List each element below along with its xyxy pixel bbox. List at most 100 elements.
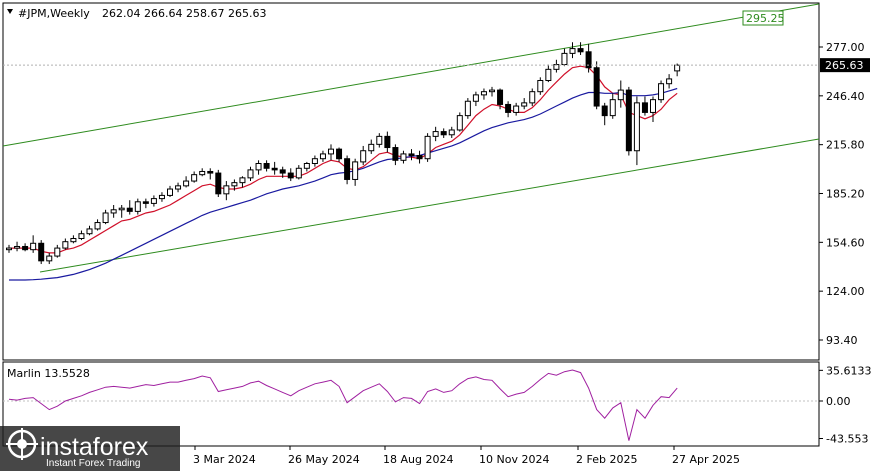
- candle: [658, 80, 665, 103]
- candle: [118, 204, 125, 218]
- candle-body: [432, 131, 439, 137]
- candle: [86, 225, 93, 236]
- candle: [633, 96, 640, 166]
- candle: [609, 93, 616, 119]
- candle-body: [344, 158, 351, 180]
- price-pane[interactable]: [2, 2, 820, 361]
- indicator-label: Marlin 13.5528: [7, 367, 90, 380]
- candle: [545, 64, 552, 83]
- candle: [134, 198, 141, 215]
- candle: [6, 244, 12, 253]
- candle-body: [62, 241, 69, 249]
- candle-body: [376, 135, 383, 145]
- candle: [601, 102, 608, 126]
- candle: [78, 230, 85, 241]
- candle-body: [609, 99, 616, 117]
- candle: [593, 61, 600, 110]
- candle: [30, 235, 37, 253]
- x-tick-label: 18 Aug 2024: [383, 453, 453, 466]
- candle: [464, 98, 471, 119]
- candle: [102, 209, 109, 225]
- candle-body: [167, 188, 173, 196]
- candle: [489, 86, 495, 97]
- candle-body: [569, 48, 576, 54]
- candle-body: [303, 162, 310, 169]
- candle: [14, 241, 21, 252]
- channel-label-box: [742, 10, 784, 26]
- candle-body: [271, 167, 278, 171]
- candle-body: [70, 238, 77, 243]
- x-tick-label: 10 Nov 2024: [479, 453, 549, 466]
- candle-body: [529, 91, 536, 104]
- candle: [585, 43, 592, 73]
- candle-body: [416, 155, 423, 160]
- candle-body: [352, 161, 359, 180]
- candle: [448, 126, 455, 138]
- ohlc-values: 262.04 266.64 258.67 265.63: [102, 7, 266, 20]
- candle-body: [537, 80, 544, 93]
- candle: [497, 88, 504, 110]
- candle: [215, 169, 222, 198]
- candle: [529, 88, 536, 107]
- candle-body: [633, 102, 640, 152]
- candle: [424, 133, 431, 162]
- candle: [553, 59, 560, 73]
- candle-body: [54, 247, 61, 257]
- candle-body: [593, 67, 600, 107]
- candle: [641, 96, 648, 116]
- candle: [416, 150, 423, 164]
- candle: [625, 86, 632, 156]
- candle: [167, 185, 173, 198]
- candle-body: [191, 174, 198, 182]
- candle-body: [561, 52, 568, 66]
- candle: [360, 145, 367, 166]
- candle-body: [110, 209, 117, 214]
- marlin-line: [8, 369, 678, 441]
- last-price-badge: [820, 58, 870, 73]
- candle: [666, 74, 673, 89]
- candle-body: [464, 100, 471, 117]
- candle-body: [223, 185, 230, 195]
- candle: [400, 150, 407, 164]
- x-tick-label: 2 Feb 2025: [576, 453, 637, 466]
- candle-body: [408, 153, 415, 157]
- candle-body: [448, 129, 455, 136]
- candle-body: [38, 242, 45, 262]
- y-tick-label: 246.40: [826, 90, 865, 103]
- candle: [650, 96, 656, 123]
- candle: [344, 155, 351, 185]
- candle-body: [319, 153, 326, 160]
- candle: [336, 147, 343, 162]
- candle: [263, 160, 270, 172]
- candle-body: [263, 162, 270, 169]
- triangle-down-icon[interactable]: [7, 9, 13, 14]
- candle-body: [102, 212, 109, 224]
- candle: [352, 158, 359, 186]
- candle: [38, 240, 45, 265]
- y-tick-label: 277.00: [826, 41, 865, 54]
- candle: [175, 182, 182, 193]
- candle-body: [158, 194, 165, 200]
- moving-average-line-2: [9, 87, 678, 281]
- candle-body: [489, 89, 495, 93]
- candle: [569, 42, 576, 59]
- candle-body: [134, 201, 141, 212]
- candle-body: [142, 201, 149, 204]
- instaforex-logo: instaforex Instant Forex Trading: [0, 426, 180, 471]
- candle-body: [497, 89, 504, 105]
- candle: [46, 252, 53, 265]
- candle: [513, 102, 520, 116]
- candle: [54, 244, 61, 258]
- candle-body: [424, 135, 431, 160]
- candle-body: [126, 207, 133, 212]
- candle-body: [199, 170, 206, 176]
- candle-body: [617, 89, 624, 101]
- candle: [271, 161, 278, 175]
- candle-body: [311, 158, 318, 164]
- candle: [287, 168, 294, 182]
- candle: [110, 204, 117, 218]
- candle-body: [360, 150, 367, 163]
- candle: [62, 238, 69, 250]
- candle-body: [601, 105, 608, 117]
